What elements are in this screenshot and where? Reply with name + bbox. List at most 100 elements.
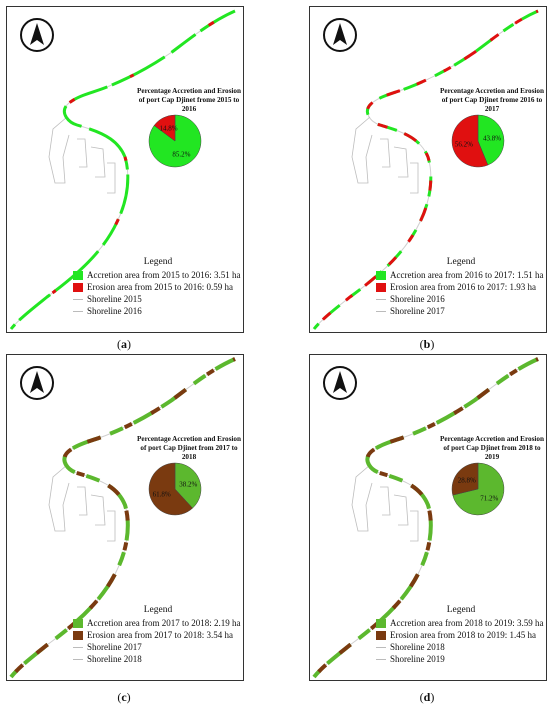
map-panel-b: Percentage Accretion and Erosion of port… [309, 6, 547, 333]
pie-slice-accretion [148, 114, 202, 168]
erosion-band [312, 9, 539, 330]
pie-chart: 85.2% 14.8% [148, 114, 202, 168]
legend-accretion: Accretion area from 2016 to 2017: 1.51 h… [376, 270, 546, 282]
legend-accretion-label: Accretion area from 2016 to 2017: 1.51 h… [390, 269, 544, 280]
legend-shoreline-2-label: Shoreline 2018 [87, 653, 142, 664]
pie-label-accretion: 43.8% [483, 135, 501, 143]
legend-accretion: Accretion area from 2015 to 2016: 3.51 h… [73, 270, 243, 282]
caption-b: (b) [419, 337, 435, 351]
erosion-swatch [376, 283, 386, 292]
legend-erosion: Erosion area from 2017 to 2018: 3.54 ha [73, 630, 243, 642]
erosion-swatch [73, 631, 83, 640]
legend-title: Legend [446, 257, 476, 267]
legend-erosion-label: Erosion area from 2016 to 2017: 1.93 ha [390, 281, 536, 292]
shoreline-swatch [73, 311, 83, 312]
legend-shoreline-1-label: Shoreline 2015 [87, 293, 142, 304]
north-arrow-icon [323, 18, 357, 52]
shoreline-map [312, 9, 539, 330]
north-arrow-icon [323, 366, 357, 400]
pie-label-erosion: 56.2% [455, 140, 473, 148]
legend-accretion-label: Accretion area from 2018 to 2019: 3.59 h… [390, 617, 544, 628]
map-panel-d: Percentage Accretion and Erosion of port… [309, 354, 547, 681]
legend-title: Legend [446, 605, 476, 615]
legend-shoreline-1-label: Shoreline 2018 [390, 641, 445, 652]
pie-slice-erosion [451, 462, 479, 496]
legend-shoreline-1: Shoreline 2015 [73, 294, 243, 306]
erosion-band [312, 357, 539, 679]
pie-title: Percentage Accretion and Erosion of port… [136, 435, 241, 461]
legend-shoreline-2-label: Shoreline 2019 [390, 653, 445, 664]
pie-label-erosion: 14.8% [160, 125, 178, 133]
legend-accretion-label: Accretion area from 2017 to 2018: 2.19 h… [87, 617, 241, 628]
shoreline-swatch [73, 647, 83, 648]
erosion-swatch [376, 631, 386, 640]
shoreline-swatch [376, 647, 386, 648]
caption-d: (d) [419, 690, 435, 704]
pie-label-accretion: 71.2% [480, 494, 498, 502]
caption-a: (a) [117, 337, 131, 351]
legend: Legend Accretion area from 2015 to 2016: … [73, 257, 243, 318]
pie-slice-erosion [451, 114, 489, 168]
port-structure [48, 464, 116, 542]
legend-accretion-label: Accretion area from 2015 to 2016: 3.51 h… [87, 269, 241, 280]
legend-shoreline-1: Shoreline 2018 [376, 642, 546, 654]
pie-chart: 38.2% 61.8% [148, 462, 202, 516]
pie-slice-erosion [153, 114, 176, 142]
pie-chart: 71.2% 28.8% [451, 462, 505, 516]
port-structure [351, 116, 419, 194]
accretion-swatch [376, 619, 386, 628]
pie-label-accretion: 38.2% [179, 480, 197, 488]
shoreline-swatch [376, 659, 386, 660]
legend: Legend Accretion area from 2017 to 2018: … [73, 605, 243, 666]
shoreline-swatch [73, 659, 83, 660]
port-structure [48, 116, 116, 194]
legend-title: Legend [143, 257, 173, 267]
legend-accretion: Accretion area from 2017 to 2018: 2.19 h… [73, 618, 243, 630]
pie-label-erosion: 28.8% [458, 477, 476, 485]
legend-erosion-label: Erosion area from 2015 to 2016: 0.59 ha [87, 281, 233, 292]
accretion-swatch [73, 271, 83, 280]
pie-label-erosion: 61.8% [153, 491, 171, 499]
pie-title: Percentage Accretion and Erosion of port… [439, 435, 544, 461]
shoreline-map [9, 9, 236, 330]
pie-title: Percentage Accretion and Erosion of port… [136, 87, 241, 113]
map-panel-c: Percentage Accretion and Erosion of port… [6, 354, 244, 681]
legend-title: Legend [143, 605, 173, 615]
north-arrow-icon [20, 366, 54, 400]
pie-slice-erosion [148, 462, 193, 516]
shoreline-map [9, 357, 236, 679]
shoreline-map [312, 357, 539, 679]
legend-erosion: Erosion area from 2016 to 2017: 1.93 ha [376, 282, 546, 294]
accretion-band [9, 9, 236, 330]
shoreline-swatch [376, 311, 386, 312]
legend-shoreline-1: Shoreline 2016 [376, 294, 546, 306]
pie-label-accretion: 85.2% [172, 150, 190, 158]
north-arrow-icon [20, 18, 54, 52]
legend-shoreline-1-label: Shoreline 2016 [390, 293, 445, 304]
port-structure [351, 464, 419, 542]
legend-shoreline-2-label: Shoreline 2016 [87, 305, 142, 316]
legend-erosion: Erosion area from 2015 to 2016: 0.59 ha [73, 282, 243, 294]
legend-shoreline-2: Shoreline 2018 [73, 654, 243, 666]
legend-erosion-label: Erosion area from 2018 to 2019: 1.45 ha [390, 629, 536, 640]
legend-shoreline-1: Shoreline 2017 [73, 642, 243, 654]
accretion-swatch [376, 271, 386, 280]
legend-accretion: Accretion area from 2018 to 2019: 3.59 h… [376, 618, 546, 630]
pie-slice-accretion [452, 462, 505, 516]
legend-shoreline-2: Shoreline 2017 [376, 306, 546, 318]
legend-shoreline-2-label: Shoreline 2017 [390, 305, 445, 316]
map-panel-a: Percentage Accretion and Erosion of port… [6, 6, 244, 333]
shoreline-swatch [73, 299, 83, 300]
legend-erosion-label: Erosion area from 2017 to 2018: 3.54 ha [87, 629, 233, 640]
caption-c: (c) [117, 690, 131, 704]
pie-slice-accretion [174, 462, 202, 509]
legend-shoreline-2: Shoreline 2019 [376, 654, 546, 666]
erosion-band [9, 357, 236, 679]
accretion-swatch [73, 619, 83, 628]
pie-title: Percentage Accretion and Erosion of port… [439, 87, 544, 113]
pie-chart: 43.8% 56.2% [451, 114, 505, 168]
erosion-swatch [73, 283, 83, 292]
legend-erosion: Erosion area from 2018 to 2019: 1.45 ha [376, 630, 546, 642]
legend-shoreline-2: Shoreline 2016 [73, 306, 243, 318]
shoreline-swatch [376, 299, 386, 300]
